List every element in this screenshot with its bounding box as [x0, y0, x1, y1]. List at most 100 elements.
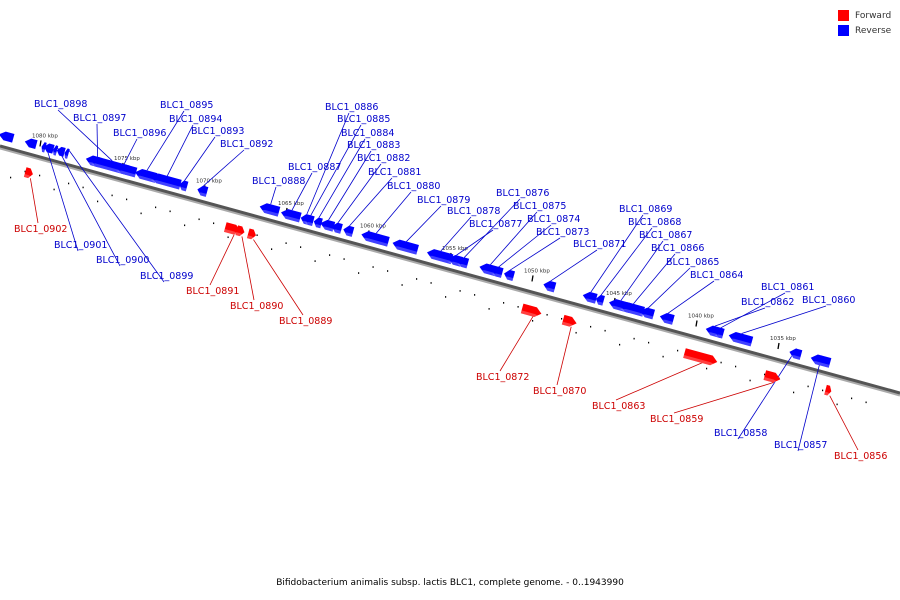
leader-line	[499, 316, 534, 372]
gene-arrow-shape	[789, 348, 803, 360]
track-dot	[271, 248, 273, 250]
gene-arrow-shape	[810, 354, 832, 368]
gene-arrow-shape	[458, 257, 470, 269]
gene-arrow-shape	[0, 131, 15, 143]
gene-arrow-shape	[343, 225, 355, 237]
gene-label: BLC1_0882	[357, 153, 410, 164]
axis-tick-label: 1070 kbp	[196, 178, 222, 184]
gene-arrow-shade	[223, 228, 240, 235]
gene-arrow-shade	[116, 170, 129, 176]
gene-label: BLC1_0872	[476, 372, 529, 383]
leader-line	[737, 348, 797, 440]
leader-line	[184, 136, 216, 181]
track-dot	[706, 367, 708, 370]
gene-arrow	[581, 291, 598, 304]
leader-line	[96, 123, 99, 157]
gene-arrow-shape	[281, 209, 302, 223]
axis-tick-label: 1040 kbp	[688, 313, 714, 319]
gene-arrow-shade	[426, 255, 452, 265]
gene-label: BLC1_0887	[288, 162, 341, 173]
gene-arrow-shape	[53, 145, 59, 156]
gene-arrow-shape	[361, 231, 390, 247]
leader-line	[328, 150, 372, 221]
gene-arrow-shape	[595, 294, 605, 306]
leader-line	[253, 239, 304, 316]
gene-arrow-shape	[151, 173, 182, 190]
gene-arrow-shape	[640, 307, 656, 320]
track-dot	[474, 294, 476, 296]
track-dot	[532, 320, 534, 322]
gene-arrow-shade	[91, 163, 100, 168]
gene-arrow	[360, 231, 390, 247]
gene-arrow	[258, 203, 281, 217]
gene-arrow-shape	[135, 169, 158, 183]
track-dot	[749, 379, 751, 382]
gene-arrow	[246, 228, 256, 240]
track-dot	[822, 389, 824, 392]
track-dot	[836, 403, 838, 406]
legend-forward: Forward	[838, 8, 891, 23]
track-dot	[82, 186, 84, 189]
gene-arrow-shade	[447, 261, 462, 267]
track-dot	[430, 282, 432, 284]
axis-tick-mark	[777, 342, 780, 350]
axis-tick-label: 1050 kbp	[524, 268, 550, 274]
track-dot	[140, 212, 142, 215]
track-dot	[198, 218, 200, 221]
gene-arrow-shade	[196, 192, 207, 197]
track-dot	[126, 198, 128, 201]
track-dot	[97, 200, 99, 203]
leader-line	[667, 280, 715, 314]
gene-label: BLC1_0892	[220, 139, 273, 150]
track-dot	[851, 397, 853, 400]
gene-arrow	[280, 209, 302, 223]
gene-arrow-shade	[457, 264, 468, 269]
leader-line	[498, 224, 552, 268]
gene-arrow-shape	[305, 215, 315, 227]
gene-arrow-shape	[92, 156, 102, 168]
gene-arrow-shade	[342, 232, 353, 237]
track-dot	[561, 317, 563, 320]
gene-arrow	[330, 222, 343, 234]
gene-arrow-shape	[492, 266, 504, 278]
gene-arrow-shape	[64, 148, 70, 159]
track-dot	[416, 278, 418, 280]
gene-label: BLC1_0864	[690, 270, 743, 281]
track-dot	[503, 302, 505, 304]
gene-arrow	[235, 225, 245, 237]
leader-line	[829, 395, 859, 451]
gene-arrow	[503, 269, 516, 281]
gene-arrow	[639, 307, 656, 320]
gene-arrow	[63, 148, 70, 159]
gene-arrow	[342, 225, 355, 237]
gene-arrow-shape	[331, 222, 343, 234]
gene-arrow-shape	[683, 348, 718, 366]
gene-arrow-shade	[246, 235, 256, 240]
gene-label: BLC1_0856	[834, 451, 887, 462]
track-dot	[735, 365, 737, 368]
leader-line	[647, 267, 691, 309]
gene-arrow	[824, 384, 832, 396]
axis-tick-label: 1035 kbp	[770, 336, 796, 342]
gene-label: BLC1_0900	[96, 255, 149, 266]
track-dot	[10, 176, 12, 179]
track-dot	[604, 329, 606, 332]
gene-arrow	[619, 302, 645, 317]
gene-arrow-shade	[581, 298, 596, 304]
gene-label: BLC1_0897	[73, 113, 126, 124]
gene-label: BLC1_0868	[628, 217, 681, 228]
gene-arrow-shade	[478, 270, 499, 277]
gene-arrow	[809, 354, 832, 368]
gene-label: BLC1_0867	[639, 230, 692, 241]
gene-arrow-shape	[504, 269, 516, 281]
track-dot	[111, 194, 113, 197]
gene-arrow	[491, 266, 504, 278]
gene-arrow-unlabeled	[0, 131, 15, 143]
gene-arrow-shade	[824, 391, 831, 396]
gene-label: BLC1_0870	[533, 386, 586, 397]
leader-line	[349, 177, 393, 227]
leader-line	[203, 149, 245, 187]
leader-line	[456, 229, 494, 256]
axis-tick-label: 1045 kbp	[606, 291, 632, 297]
